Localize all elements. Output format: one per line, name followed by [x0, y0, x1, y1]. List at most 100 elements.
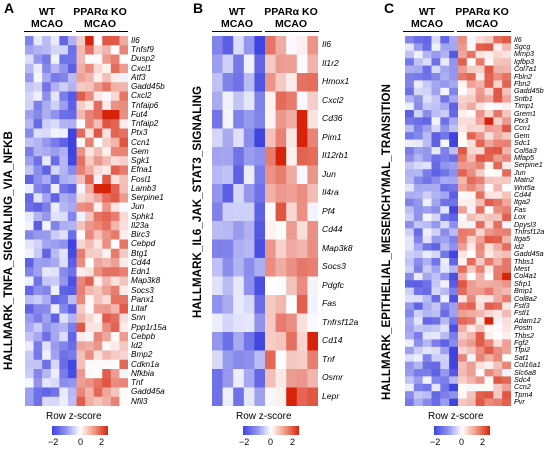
- heatmap-cell: [502, 295, 511, 303]
- group-bar-ko: [265, 31, 319, 32]
- heatmap-cell: [405, 243, 415, 251]
- gene-label: Col5a3: [514, 145, 537, 155]
- heatmap-cell: [25, 119, 34, 129]
- heatmap-cell: [110, 248, 120, 259]
- heatmap-cell: [110, 128, 120, 139]
- heatmap-cell: [449, 309, 459, 318]
- gene-label: Lamb3: [131, 183, 157, 193]
- gene-label: Gem: [131, 146, 149, 156]
- heatmap-cell: [431, 339, 441, 348]
- heatmap-cell: [286, 258, 298, 277]
- heatmap-cell: [67, 387, 77, 398]
- heatmap-cell: [475, 132, 485, 140]
- heatmap-cell: [449, 43, 459, 52]
- heatmap-cell: [243, 128, 255, 148]
- heatmap-cell: [212, 313, 223, 333]
- heatmap-cell: [76, 211, 86, 222]
- heatmap-cell: [50, 387, 60, 398]
- heatmap-cell: [296, 350, 308, 370]
- heatmap-cell: [102, 45, 112, 55]
- heatmap-cell: [413, 235, 423, 244]
- heatmap-cell: [413, 287, 423, 296]
- gene-label: Tnfaip2: [131, 119, 159, 129]
- heatmap-cell: [466, 302, 476, 311]
- heatmap-cell: [59, 82, 69, 92]
- heatmap-cell: [33, 91, 43, 102]
- heatmap-cell: [413, 391, 423, 399]
- heatmap-cell: [493, 339, 503, 348]
- heatmap-cell: [466, 376, 476, 385]
- group-bar-ko: [76, 31, 128, 32]
- heatmap-cell: [119, 82, 128, 92]
- heatmap-cell: [307, 54, 318, 74]
- heatmap-cell: [25, 359, 34, 370]
- heatmap-cell: [296, 221, 308, 240]
- heatmap-cell: [275, 147, 287, 166]
- heatmap-cell: [50, 128, 60, 139]
- heatmap-cell: [243, 54, 255, 74]
- heatmap-cell: [413, 73, 423, 81]
- heatmap-cell: [449, 102, 459, 111]
- heatmap-cell: [93, 184, 103, 194]
- heatmap-cell: [296, 165, 308, 185]
- heatmap-cell: [466, 354, 476, 362]
- heatmap-cell: [33, 211, 43, 222]
- heatmap-cell: [25, 387, 34, 398]
- heatmap-cell: [307, 184, 318, 203]
- gene-label: Cd44: [131, 257, 151, 267]
- heatmap-cell: [275, 202, 287, 222]
- heatmap-cell: [493, 383, 503, 392]
- heatmap-cell: [33, 313, 43, 324]
- heatmap-cell: [413, 124, 423, 133]
- heatmap-cell: [25, 147, 34, 157]
- heatmap-cell: [413, 324, 423, 333]
- heatmap-cell: [502, 58, 511, 66]
- gene-label: Cd14: [322, 335, 343, 346]
- heatmap-cell: [50, 202, 60, 213]
- heatmap-cell: [265, 184, 276, 203]
- heatmap-cell: [50, 378, 60, 388]
- heatmap-cell: [102, 267, 112, 277]
- heatmap-cell: [243, 184, 255, 203]
- heatmap-cell: [475, 102, 485, 111]
- heatmap-cell: [449, 376, 459, 385]
- gene-label: Ppp1r15a: [131, 322, 167, 332]
- heatmap-cell: [475, 147, 485, 155]
- heatmap-cell: [502, 361, 511, 370]
- heatmap-cell: [76, 165, 86, 176]
- heatmap-cell: [119, 239, 128, 250]
- heatmap-cell: [85, 221, 94, 231]
- heatmap-cell: [119, 119, 128, 129]
- heatmap-cell: [484, 309, 494, 318]
- heatmap-cell: [76, 359, 86, 370]
- gene-label: Map3k8: [131, 276, 161, 286]
- heatmap-cell: [33, 128, 43, 139]
- heatmap-cell: [475, 124, 485, 133]
- heatmap-cell: [110, 202, 120, 213]
- heatmap-cell: [440, 184, 450, 192]
- heatmap-cell: [458, 302, 468, 311]
- heatmap-cell: [307, 350, 318, 370]
- heatmap-cell: [102, 350, 112, 361]
- heatmap-cell: [405, 132, 415, 140]
- gene-label: Osmr: [322, 372, 344, 383]
- heatmap-cell: [484, 36, 494, 44]
- heatmap-cell: [493, 324, 503, 333]
- gene-label: Socs3: [131, 285, 154, 295]
- heatmap-cell: [413, 250, 423, 259]
- heatmap-cell: [102, 36, 112, 46]
- gene-label: Sgcg: [514, 41, 531, 51]
- heatmap-cell: [502, 124, 511, 133]
- heatmap-cell: [431, 376, 441, 385]
- heatmap-cell: [76, 110, 86, 120]
- heatmap-cell: [67, 267, 77, 277]
- heatmap-cell: [50, 110, 60, 120]
- heatmap-cell: [93, 211, 103, 222]
- heatmap-cell: [33, 285, 43, 296]
- heatmap-cell: [440, 339, 450, 348]
- heatmap-cell: [102, 119, 112, 129]
- heatmap-cell: [25, 267, 34, 277]
- heatmap-cell: [493, 36, 503, 44]
- heatmap-cell: [405, 250, 415, 259]
- heatmap-cell: [59, 313, 69, 324]
